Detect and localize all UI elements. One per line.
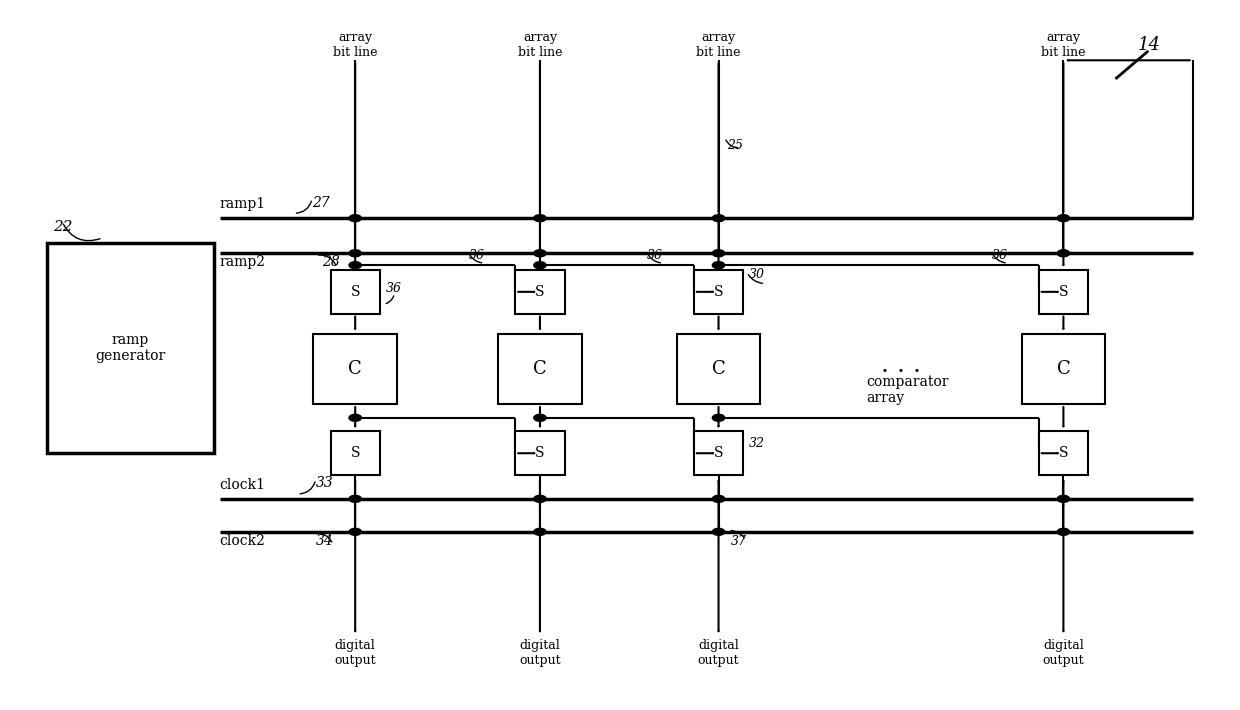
- Text: digital
output: digital output: [335, 639, 376, 667]
- Circle shape: [533, 496, 546, 503]
- Text: 27: 27: [312, 196, 330, 209]
- Text: S: S: [536, 285, 544, 299]
- Circle shape: [1058, 496, 1070, 503]
- Text: ramp2: ramp2: [219, 256, 265, 269]
- Text: . . .: . . .: [880, 354, 921, 377]
- Text: S: S: [1059, 446, 1068, 460]
- Circle shape: [1058, 214, 1070, 222]
- Circle shape: [533, 262, 546, 268]
- Circle shape: [533, 415, 546, 421]
- Bar: [331, 432, 379, 475]
- Bar: [516, 432, 564, 475]
- Circle shape: [533, 214, 546, 222]
- Text: 30: 30: [749, 268, 765, 281]
- Text: digital
output: digital output: [1043, 639, 1084, 667]
- Circle shape: [712, 214, 724, 222]
- Text: ramp
generator: ramp generator: [95, 333, 165, 363]
- Circle shape: [1058, 528, 1070, 535]
- Circle shape: [348, 250, 361, 257]
- Text: digital
output: digital output: [698, 639, 739, 667]
- Text: clock2: clock2: [219, 534, 265, 548]
- Bar: [694, 270, 743, 314]
- Text: comparator
array: comparator array: [867, 375, 949, 405]
- Circle shape: [348, 528, 361, 535]
- Circle shape: [348, 262, 361, 268]
- Bar: [331, 270, 379, 314]
- Circle shape: [348, 214, 361, 222]
- Bar: [314, 334, 397, 404]
- Bar: [1039, 270, 1087, 314]
- Text: S: S: [351, 285, 360, 299]
- Text: 32: 32: [749, 437, 765, 449]
- Text: 22: 22: [53, 220, 73, 234]
- Text: digital
output: digital output: [520, 639, 560, 667]
- Text: 33: 33: [316, 476, 334, 491]
- Circle shape: [348, 496, 361, 503]
- Circle shape: [712, 496, 724, 503]
- Circle shape: [712, 262, 724, 268]
- Text: S: S: [1059, 285, 1068, 299]
- Circle shape: [712, 250, 724, 257]
- Text: C: C: [348, 360, 362, 378]
- Text: S: S: [714, 446, 723, 460]
- Bar: [47, 243, 213, 453]
- Text: ramp1: ramp1: [219, 197, 265, 211]
- Text: 36: 36: [992, 248, 1008, 262]
- Text: C: C: [712, 360, 725, 378]
- Text: 36: 36: [469, 248, 485, 262]
- Text: 36: 36: [647, 248, 663, 262]
- Text: S: S: [536, 446, 544, 460]
- Bar: [1022, 334, 1105, 404]
- Bar: [694, 432, 743, 475]
- Circle shape: [712, 528, 724, 535]
- Bar: [516, 270, 564, 314]
- Circle shape: [348, 415, 361, 421]
- Bar: [677, 334, 760, 404]
- Text: 34: 34: [316, 534, 334, 548]
- Bar: [498, 334, 582, 404]
- Text: C: C: [1056, 360, 1070, 378]
- Text: C: C: [533, 360, 547, 378]
- Circle shape: [533, 528, 546, 535]
- Text: 28: 28: [322, 256, 340, 269]
- Text: array
bit line: array bit line: [697, 31, 740, 59]
- Text: array
bit line: array bit line: [334, 31, 377, 59]
- Bar: [1039, 432, 1087, 475]
- Text: 25: 25: [727, 138, 743, 151]
- Text: S: S: [351, 446, 360, 460]
- Text: clock1: clock1: [219, 478, 265, 492]
- Circle shape: [1058, 250, 1070, 257]
- Text: array
bit line: array bit line: [517, 31, 562, 59]
- Text: array
bit line: array bit line: [1042, 31, 1086, 59]
- Text: 14: 14: [1138, 36, 1161, 54]
- Circle shape: [533, 250, 546, 257]
- Text: S: S: [714, 285, 723, 299]
- Text: 37: 37: [730, 535, 746, 548]
- Circle shape: [712, 415, 724, 421]
- Text: 36: 36: [386, 283, 402, 295]
